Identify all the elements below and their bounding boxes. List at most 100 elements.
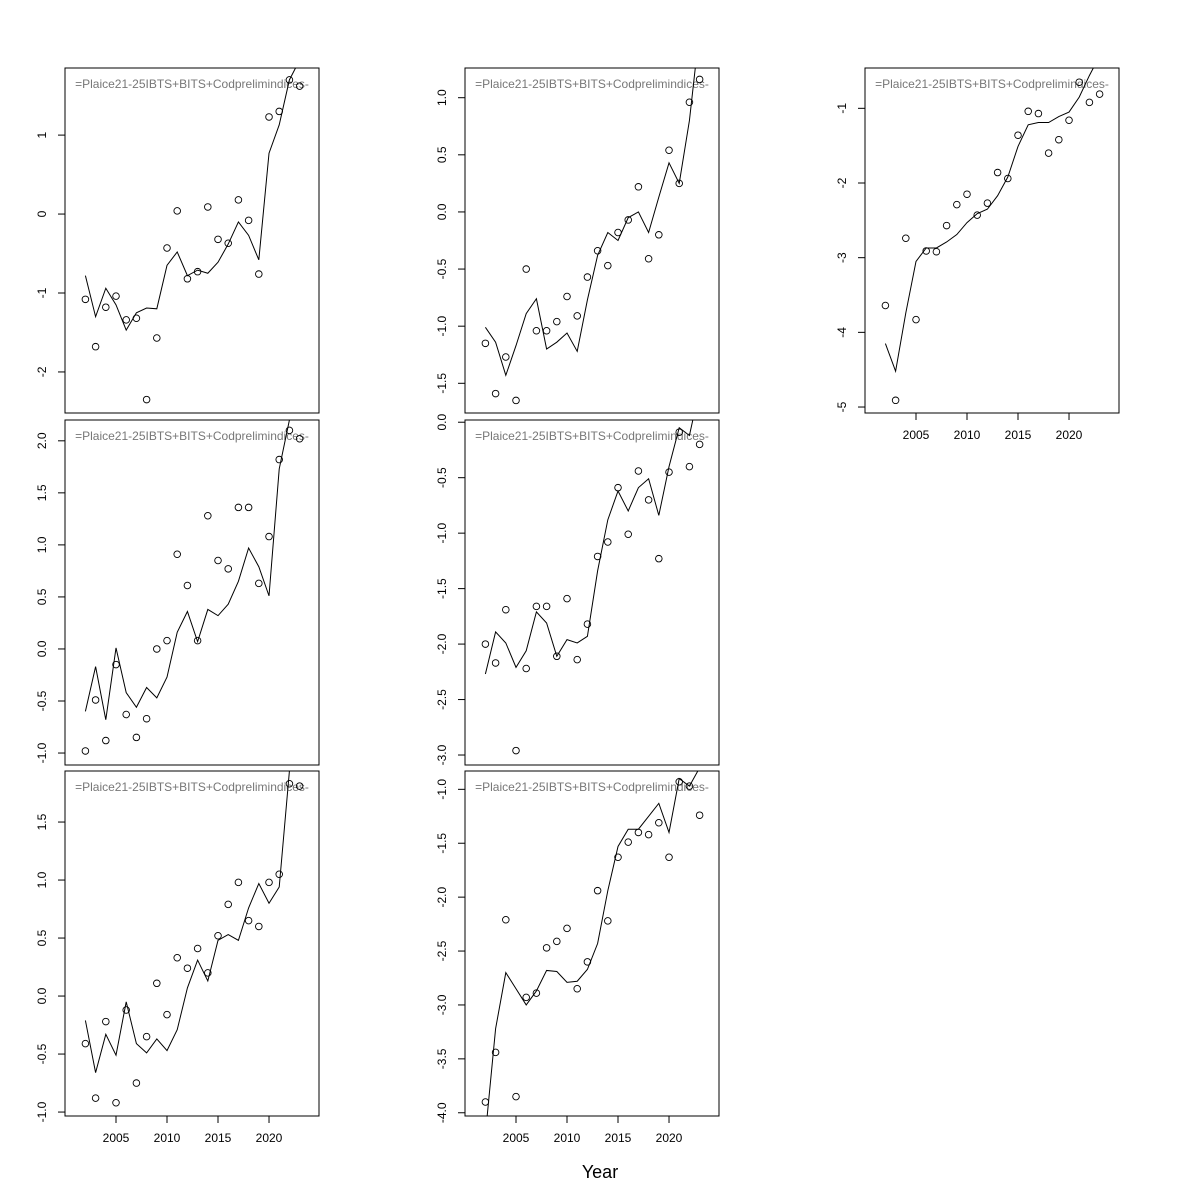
data-point [183, 581, 192, 590]
data-point [163, 244, 171, 252]
plot-area: =Plaice21-25IBTS+BITS+Codprelimindices- [475, 420, 709, 755]
panel-frame [64, 770, 320, 1117]
data-point [244, 503, 253, 512]
y-tick-label: -5 [835, 401, 849, 412]
x-tick-label: 2010 [954, 428, 981, 442]
y-tick-label: 0.0 [35, 987, 49, 1004]
data-point [665, 146, 673, 155]
y-tick-label: -2.0 [435, 633, 449, 654]
y-tick-label: -1.0 [435, 316, 449, 337]
y-tick-label: -0.5 [435, 258, 449, 279]
data-point [183, 964, 192, 972]
x-tick-label: 2020 [1056, 428, 1083, 442]
data-point [665, 468, 673, 476]
data-point [142, 1032, 151, 1041]
x-tick-label: 2005 [903, 428, 930, 442]
data-point [234, 503, 243, 512]
data-point [295, 82, 304, 90]
data-point [153, 979, 161, 988]
data-point [973, 211, 981, 219]
x-tick-label: 2010 [554, 1131, 581, 1145]
data-point [502, 916, 510, 924]
panel-label: =Plaice21-25IBTS+BITS+Codprelimindices- [875, 77, 1109, 91]
fitted-line [484, 420, 694, 675]
data-point [224, 900, 232, 909]
data-point [163, 1010, 171, 1019]
data-point [522, 664, 530, 673]
data-point [285, 780, 294, 788]
data-point [91, 1094, 100, 1102]
data-point [583, 620, 592, 628]
panel-label: =Plaice21-25IBTS+BITS+Codprelimindices- [475, 77, 709, 91]
data-point [1085, 98, 1094, 107]
y-tick-label: -3.0 [435, 744, 449, 765]
data-point [1065, 116, 1073, 125]
data-point [563, 292, 571, 301]
fitted-line [484, 68, 696, 377]
data-point [912, 315, 920, 324]
panel: =Plaice21-25IBTS+BITS+Codprelimindices- -… [35, 67, 320, 414]
data-point [532, 602, 541, 611]
data-point [542, 944, 551, 952]
data-point [532, 326, 541, 335]
data-point [563, 594, 571, 603]
data-point [81, 295, 90, 304]
y-tick-label: -0.5 [435, 467, 449, 488]
y-tick-label: 0 [35, 210, 49, 217]
data-point [244, 216, 253, 225]
y-tick-label: -2.0 [435, 886, 449, 907]
data-point [624, 838, 632, 846]
data-point [573, 985, 581, 993]
x-tick-label: 2015 [605, 1131, 632, 1145]
y-tick-label: -2 [35, 366, 49, 377]
data-point [512, 396, 520, 405]
y-tick-label: -0.5 [35, 690, 49, 711]
fitted-line [884, 68, 1094, 374]
y-tick-label: -3.5 [435, 1048, 449, 1069]
fitted-line [84, 771, 290, 1073]
data-point [204, 511, 212, 520]
data-point [553, 317, 561, 326]
data-point [655, 231, 663, 239]
y-tick-label: -1.0 [435, 522, 449, 543]
fitted-line [84, 420, 290, 720]
data-point [183, 275, 192, 283]
data-point [173, 954, 181, 962]
x-tick-label: 2005 [503, 1131, 530, 1145]
data-point [91, 342, 100, 351]
data-point [624, 530, 632, 539]
data-point [122, 316, 130, 324]
data-point [1034, 109, 1043, 118]
data-point [922, 247, 930, 255]
plot-area: =Plaice21-25IBTS+BITS+Codprelimindices- [875, 68, 1109, 405]
data-point [522, 993, 530, 1002]
y-tick-label: 1.5 [35, 484, 49, 501]
y-tick-label: 1.0 [35, 536, 49, 553]
y-tick-label: -2 [835, 177, 849, 188]
data-point [932, 247, 941, 256]
data-point [193, 267, 202, 276]
data-point [891, 396, 900, 405]
panel-frame [64, 419, 320, 766]
x-tick-label: 2015 [205, 1131, 232, 1145]
data-point [583, 273, 592, 281]
data-point [1014, 131, 1022, 139]
data-point [512, 746, 520, 755]
data-point [285, 426, 294, 435]
panel: =Plaice21-25IBTS+BITS+Codprelimindices- -… [35, 770, 320, 1145]
data-point [122, 710, 130, 719]
panel-label: =Plaice21-25IBTS+BITS+Codprelimindices- [75, 429, 309, 443]
x-axis-label: Year [582, 1162, 618, 1182]
data-point [644, 830, 653, 839]
panel-label: =Plaice21-25IBTS+BITS+Codprelimindices- [75, 77, 309, 91]
data-point [553, 937, 561, 946]
y-tick-label: -1.5 [435, 578, 449, 599]
data-point [685, 782, 694, 790]
y-tick-label: -1.5 [435, 833, 449, 854]
plot-area: =Plaice21-25IBTS+BITS+Codprelimindices- [75, 771, 309, 1107]
y-tick-label: 0.5 [35, 929, 49, 946]
data-point [502, 605, 510, 614]
data-point [695, 440, 704, 449]
data-point [112, 292, 120, 300]
